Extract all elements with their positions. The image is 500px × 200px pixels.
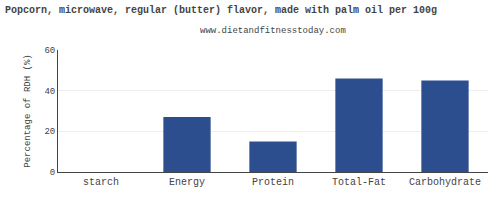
svg-text:Carbohydrate: Carbohydrate: [409, 177, 481, 188]
svg-text:Popcorn, microwave, regular (b: Popcorn, microwave, regular (butter) fla…: [5, 5, 437, 16]
svg-text:20: 20: [44, 127, 55, 137]
svg-text:Total-Fat: Total-Fat: [332, 177, 386, 188]
svg-text:40: 40: [44, 87, 55, 97]
svg-text:starch: starch: [83, 177, 119, 188]
svg-text:www.dietandfitnesstoday.com: www.dietandfitnesstoday.com: [200, 26, 346, 36]
svg-text:Percentage of RDH (%): Percentage of RDH (%): [23, 54, 33, 167]
svg-text:60: 60: [44, 46, 55, 56]
svg-text:0: 0: [50, 168, 55, 178]
svg-text:Energy: Energy: [169, 177, 205, 188]
svg-text:Protein: Protein: [252, 177, 294, 188]
